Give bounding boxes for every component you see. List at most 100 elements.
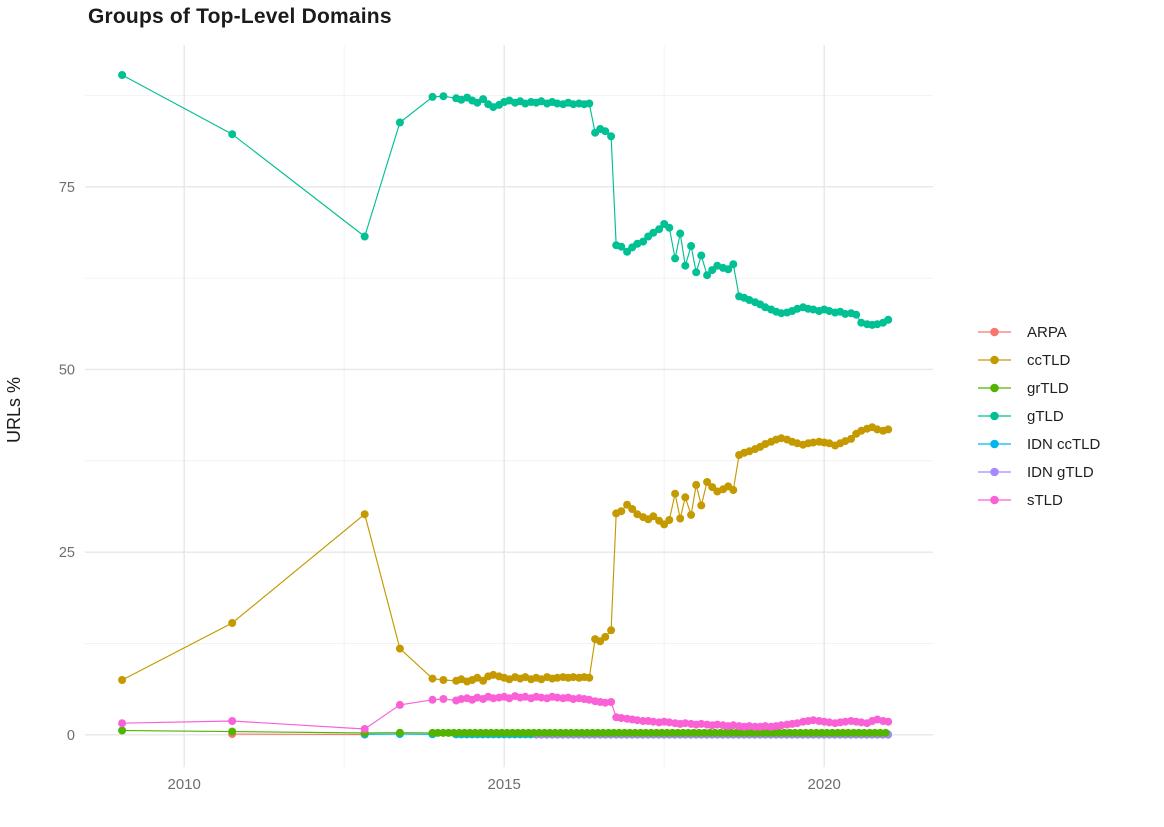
legend-label: sTLD (1027, 491, 1063, 509)
legend: ARPA ccTLD grTLD gTLD IDN ccTLD IDN gTLD sTLD (978, 318, 1100, 514)
legend-item-grtld: grTLD (978, 374, 1100, 402)
series-line-gtld (121, 74, 889, 326)
data-point-cctld (553, 673, 562, 682)
series-cctld (118, 423, 893, 686)
data-point-gtld (681, 261, 690, 270)
series-stld (118, 692, 893, 733)
data-point-stld (607, 698, 616, 706)
data-point-gtld (665, 223, 674, 232)
data-point-gtld (428, 92, 437, 101)
data-point-cctld (884, 425, 893, 434)
data-point-cctld (228, 619, 237, 627)
data-point-cctld (681, 493, 690, 502)
data-point-cctld (649, 512, 658, 521)
legend-key-icon (978, 411, 1011, 421)
data-point-cctld (703, 478, 712, 486)
data-point-gtld (569, 100, 578, 109)
data-point-gtld (655, 225, 664, 234)
data-point-gtld (649, 228, 658, 237)
data-point-stld (697, 719, 706, 728)
data-point-gtld (729, 260, 738, 269)
legend-key-point (990, 355, 999, 365)
data-point-stld (884, 717, 893, 726)
data-point-cctld (665, 516, 674, 524)
data-point-cctld (569, 673, 578, 682)
data-point-cctld (617, 507, 626, 516)
data-point-stld (745, 722, 754, 731)
data-point-stld (118, 719, 127, 728)
legend-item-gtld: gTLD (978, 402, 1100, 430)
y-tick-label: 75 (59, 180, 75, 196)
data-point-gtld (703, 271, 712, 280)
series-line-arpa (232, 733, 365, 736)
data-point-gtld (676, 229, 685, 238)
data-point-stld (428, 695, 437, 704)
data-point-gtld (671, 254, 680, 263)
data-point-cctld (729, 486, 738, 494)
x-tick-label: 2015 (488, 776, 521, 793)
legend-key-icon (978, 327, 1011, 337)
data-point-stld (569, 695, 578, 703)
data-point-stld (761, 722, 770, 731)
data-point-stld (439, 695, 448, 703)
data-point-cctld (809, 438, 818, 447)
data-point-cctld (697, 501, 706, 510)
data-point-gtld (118, 71, 127, 79)
y-tick-label: 0 (67, 728, 75, 744)
data-point-cctld (428, 674, 437, 683)
data-point-stld (360, 725, 369, 733)
data-point-gtld (841, 309, 850, 318)
series-grtld (118, 726, 890, 737)
y-tick-label: 50 (59, 362, 75, 378)
data-point-stld (489, 694, 498, 703)
data-point-gtld (585, 99, 594, 108)
data-point-gtld (395, 118, 404, 127)
data-point-gtld (884, 315, 893, 324)
data-point-cctld (671, 489, 680, 498)
data-point-stld (395, 700, 404, 709)
legend-key-icon (978, 355, 1011, 365)
data-point-gtld (697, 251, 706, 260)
data-point-gtld (724, 265, 733, 274)
legend-item-idn-gtld: IDN gTLD (978, 458, 1100, 486)
data-point-cctld (607, 626, 616, 635)
data-point-cctld (395, 644, 404, 653)
legend-label: IDN gTLD (1027, 463, 1094, 481)
data-point-gtld (553, 99, 562, 108)
data-point-stld (713, 720, 722, 729)
data-point-cctld (439, 676, 448, 684)
data-point-stld (777, 721, 786, 730)
data-point-gtld (777, 309, 786, 318)
x-tick-label: 2010 (168, 776, 201, 793)
legend-key-point (990, 467, 999, 477)
data-point-stld (841, 717, 850, 726)
data-point-cctld (360, 510, 369, 519)
data-point-cctld (692, 480, 701, 489)
data-point-grtld (118, 726, 127, 735)
data-point-gtld (852, 310, 861, 319)
data-point-gtld (601, 127, 610, 136)
data-point-gtld (607, 132, 616, 141)
legend-item-stld: sTLD (978, 486, 1100, 514)
data-point-stld (553, 693, 562, 702)
x-tick-label: 2020 (808, 776, 841, 793)
data-point-cctld (118, 676, 127, 684)
legend-item-cctld: ccTLD (978, 346, 1100, 374)
data-point-gtld (360, 232, 369, 241)
legend-key-icon (978, 495, 1011, 505)
data-point-stld (457, 695, 466, 703)
data-point-gtld (228, 130, 237, 139)
legend-key-icon (978, 439, 1011, 449)
legend-key-point (990, 439, 999, 449)
legend-label: gTLD (1027, 407, 1064, 425)
data-point-gtld (639, 237, 648, 246)
data-point-stld (681, 719, 690, 728)
data-point-stld (228, 717, 237, 725)
data-point-grtld (395, 728, 404, 737)
data-point-cctld (847, 434, 856, 443)
data-point-cctld (585, 673, 594, 682)
data-point-stld (649, 717, 658, 726)
data-point-gtld (692, 268, 701, 277)
data-point-cctld (687, 510, 696, 519)
